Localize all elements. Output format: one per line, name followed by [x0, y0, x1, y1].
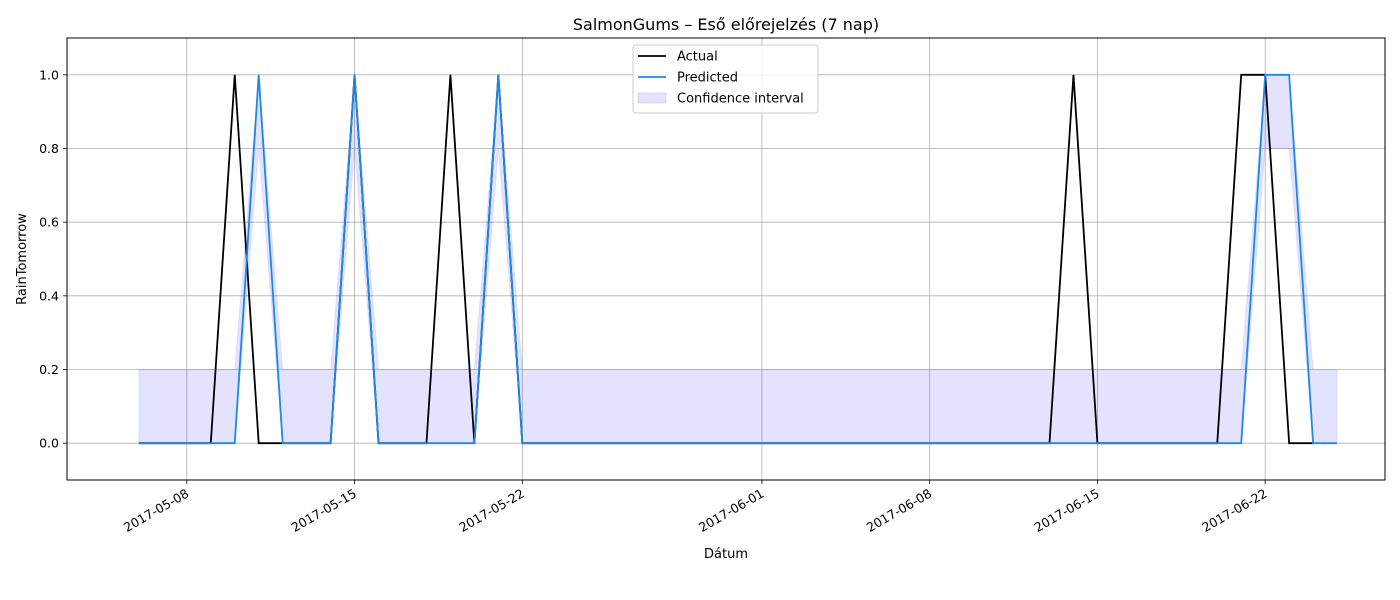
legend-box — [632, 44, 819, 114]
plot-frame — [66, 37, 1386, 481]
series-lines — [138, 73, 1338, 445]
legend-label: Actual — [677, 50, 718, 65]
y-tick-label: 0.0 — [39, 436, 59, 451]
y-axis-title: RainTomorrow — [15, 213, 30, 305]
x-axis-title: Dátum — [704, 547, 748, 562]
legend: Actual Predicted Confidence interval — [632, 44, 819, 114]
y-tick-label: 0.6 — [39, 215, 59, 230]
series-line-predicted — [138, 73, 1338, 445]
y-axis-ticks: 0.0 0.2 0.4 0.6 0.8 1.0 — [39, 67, 67, 451]
legend-label: Confidence interval — [677, 92, 804, 107]
legend-swatch — [637, 92, 667, 104]
chart-title: SalmonGums – Eső előrejelzés (7 nap) — [573, 15, 879, 34]
y-tick-label: 0.2 — [39, 362, 59, 377]
y-tick-label: 0.8 — [39, 141, 59, 156]
y-tick-label: 1.0 — [39, 67, 59, 82]
legend-label: Predicted — [677, 71, 738, 86]
y-tick-label: 0.4 — [39, 288, 59, 303]
